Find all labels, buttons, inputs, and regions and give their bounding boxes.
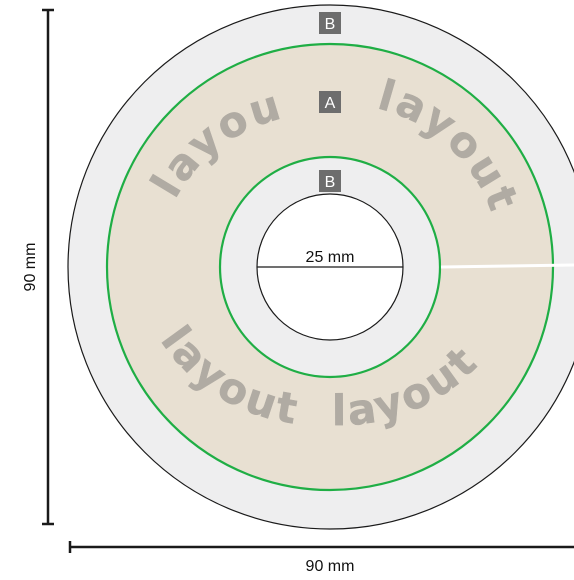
zone-badge-outer-label: B (325, 16, 336, 33)
zone-badge-middle-label: A (325, 95, 336, 112)
width-label: 90 mm (306, 558, 355, 575)
disc-notch (440, 263, 574, 269)
zone-badge-inner-label: B (325, 174, 336, 191)
height-label: 90 mm (22, 243, 39, 292)
zone-badge-inner: B (319, 170, 341, 192)
zone-badge-outer: B (319, 12, 341, 34)
hole-diameter-label: 25 mm (306, 249, 355, 266)
zone-badge-middle: A (319, 91, 341, 113)
width-dimension (68, 541, 574, 553)
height-dimension (42, 8, 54, 526)
